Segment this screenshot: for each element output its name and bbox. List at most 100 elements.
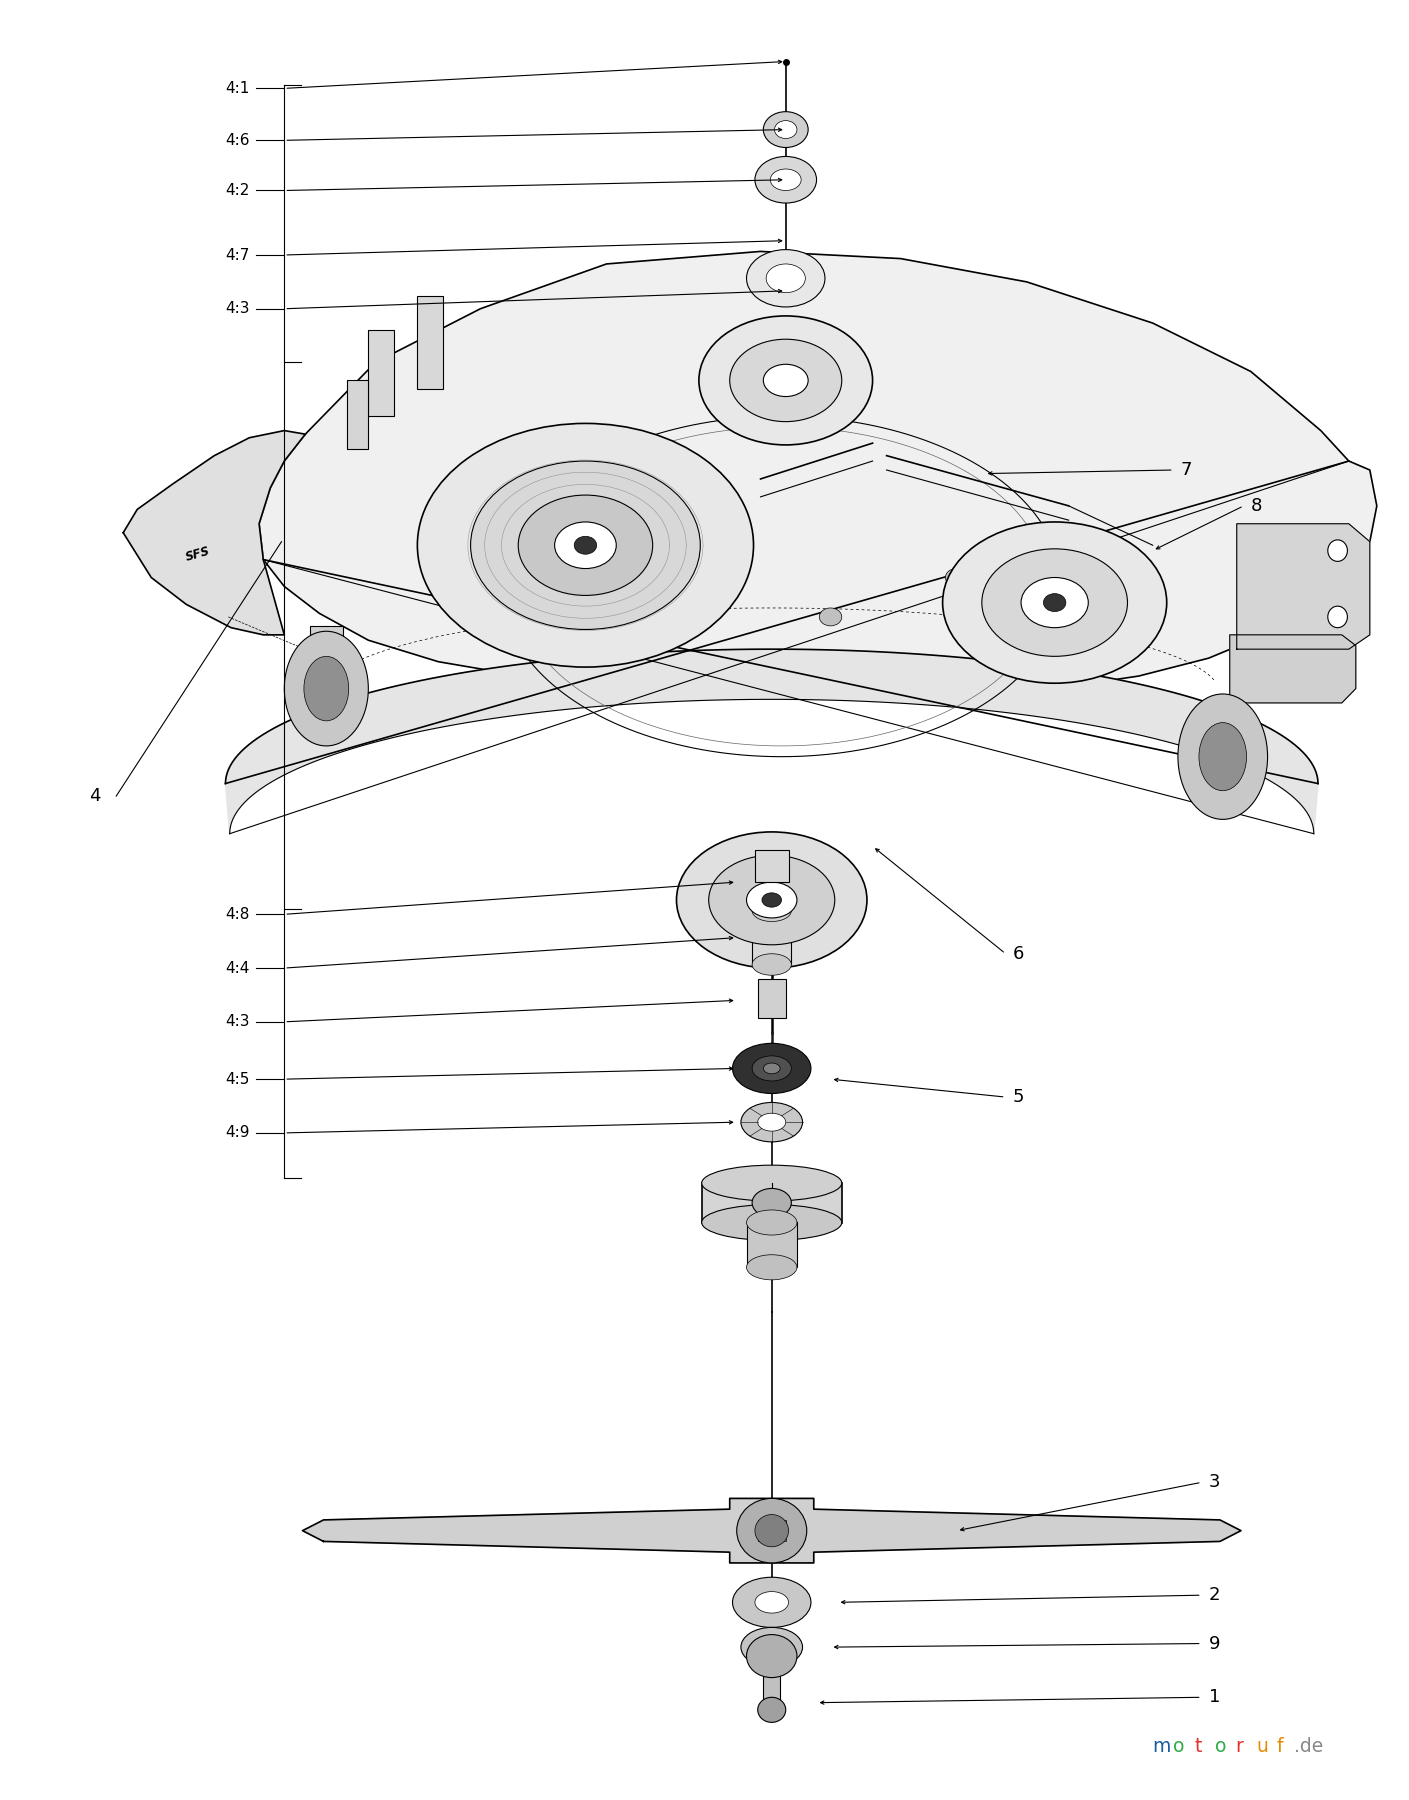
Ellipse shape (733, 1044, 812, 1093)
Text: 4: 4 (89, 787, 101, 805)
Ellipse shape (1199, 722, 1247, 790)
Ellipse shape (1044, 594, 1065, 612)
Text: 4:3: 4:3 (225, 301, 249, 317)
Ellipse shape (752, 1188, 792, 1217)
Polygon shape (1230, 635, 1355, 704)
Text: 8: 8 (1251, 497, 1262, 515)
Bar (758, 1519, 786, 1541)
Ellipse shape (945, 569, 968, 587)
Ellipse shape (304, 657, 349, 720)
Text: 4:8: 4:8 (225, 907, 249, 922)
Ellipse shape (764, 364, 809, 396)
Ellipse shape (733, 1577, 812, 1627)
Ellipse shape (747, 1255, 797, 1280)
Bar (747, 1222, 797, 1267)
Text: 2: 2 (1209, 1586, 1220, 1604)
Text: 7: 7 (1181, 461, 1192, 479)
Ellipse shape (676, 832, 867, 968)
Ellipse shape (771, 169, 802, 191)
Text: u: u (1257, 1737, 1268, 1757)
Ellipse shape (758, 1638, 786, 1656)
Bar (348, 380, 368, 448)
Ellipse shape (702, 1165, 841, 1201)
Ellipse shape (519, 495, 652, 596)
Text: o: o (1215, 1737, 1226, 1757)
Bar (368, 329, 393, 416)
Ellipse shape (417, 423, 754, 668)
Polygon shape (225, 650, 1317, 833)
Ellipse shape (575, 536, 596, 554)
Ellipse shape (758, 1697, 786, 1723)
Ellipse shape (820, 608, 841, 626)
Text: o: o (1174, 1737, 1185, 1757)
Text: 4:2: 4:2 (225, 184, 249, 198)
Ellipse shape (1327, 607, 1347, 628)
Bar (310, 626, 344, 698)
Ellipse shape (747, 882, 797, 918)
Polygon shape (303, 1498, 1241, 1562)
Text: 4:6: 4:6 (225, 133, 249, 148)
Text: 4:1: 4:1 (225, 81, 249, 95)
Ellipse shape (702, 1204, 841, 1240)
Ellipse shape (752, 1057, 792, 1082)
Bar (758, 979, 786, 1019)
Text: 4:3: 4:3 (225, 1015, 249, 1030)
Text: 4:7: 4:7 (225, 247, 249, 263)
Text: 1: 1 (1209, 1688, 1220, 1706)
Ellipse shape (752, 954, 792, 976)
Bar (417, 297, 442, 389)
Ellipse shape (755, 1514, 789, 1546)
Ellipse shape (737, 1498, 807, 1562)
Ellipse shape (285, 632, 368, 745)
Polygon shape (1237, 524, 1370, 650)
Ellipse shape (775, 121, 797, 139)
Text: 5: 5 (1013, 1087, 1024, 1105)
Ellipse shape (764, 112, 809, 148)
Ellipse shape (982, 549, 1127, 657)
Ellipse shape (1022, 578, 1088, 628)
Text: f: f (1277, 1737, 1284, 1757)
Ellipse shape (679, 533, 702, 551)
Polygon shape (123, 430, 306, 635)
Ellipse shape (730, 338, 841, 421)
Polygon shape (259, 252, 1377, 697)
Ellipse shape (555, 522, 616, 569)
Ellipse shape (651, 497, 674, 515)
Ellipse shape (469, 542, 492, 560)
Ellipse shape (766, 265, 806, 293)
Text: 9: 9 (1209, 1634, 1220, 1652)
Text: 3: 3 (1209, 1472, 1220, 1490)
Text: t: t (1195, 1737, 1202, 1757)
Ellipse shape (500, 506, 523, 524)
Text: m: m (1153, 1737, 1171, 1757)
Ellipse shape (943, 522, 1167, 684)
Text: 4:9: 4:9 (225, 1125, 249, 1141)
Text: SFS: SFS (183, 545, 211, 563)
Ellipse shape (471, 461, 700, 630)
Ellipse shape (707, 596, 730, 614)
Ellipse shape (747, 1634, 797, 1678)
Ellipse shape (741, 1627, 803, 1667)
Text: 6: 6 (1013, 945, 1024, 963)
Ellipse shape (758, 1112, 786, 1130)
Ellipse shape (1178, 695, 1268, 819)
Ellipse shape (762, 893, 782, 907)
Text: .de: .de (1293, 1737, 1323, 1757)
Text: 4:5: 4:5 (225, 1071, 249, 1087)
Ellipse shape (699, 317, 872, 445)
Text: r: r (1236, 1737, 1244, 1757)
Ellipse shape (709, 855, 834, 945)
Ellipse shape (764, 1064, 781, 1075)
Text: 4:4: 4:4 (225, 961, 249, 976)
Bar (752, 911, 792, 965)
Ellipse shape (755, 1591, 789, 1613)
Bar (702, 1183, 841, 1222)
Ellipse shape (741, 1102, 803, 1141)
Ellipse shape (747, 1210, 797, 1235)
Bar (755, 850, 789, 882)
Ellipse shape (752, 900, 792, 922)
Bar (764, 1656, 781, 1710)
Ellipse shape (1327, 540, 1347, 562)
Ellipse shape (755, 157, 817, 203)
Ellipse shape (747, 250, 824, 308)
